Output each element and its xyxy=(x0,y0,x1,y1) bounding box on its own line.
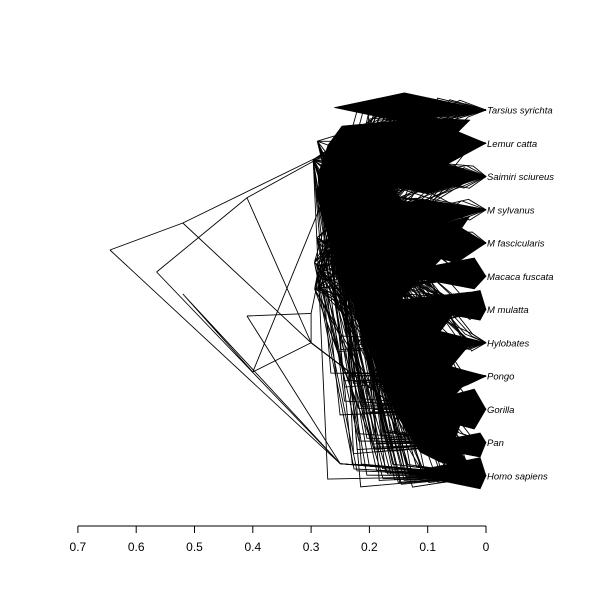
taxon-label: Lemur catta xyxy=(487,139,537,150)
taxon-label: M sylvanus xyxy=(487,205,535,216)
x-axis-tick-label: 0 xyxy=(483,540,490,554)
taxon-label: Macaca fuscata xyxy=(487,272,554,283)
x-axis-tick-label: 0.2 xyxy=(361,540,378,554)
x-axis: 0.7 0.6 0.5 0.4 0.3 0.2 0.1 0 xyxy=(70,525,490,554)
taxon-labels: Tarsius syrichta Lemur catta Saimiri sciur… xyxy=(487,106,554,483)
taxon-label: Pan xyxy=(487,438,504,449)
x-axis-tick-label: 0.5 xyxy=(186,540,203,554)
tree-edges xyxy=(312,97,487,488)
taxon-label: M fascicularis xyxy=(487,239,545,250)
outlier-tree-edge xyxy=(246,109,487,477)
outlier-tree-edges xyxy=(109,109,487,477)
tree-edge xyxy=(317,103,487,477)
taxon-label: M mulatta xyxy=(487,305,529,316)
tree-edge xyxy=(316,109,487,477)
x-axis-tick-label: 0.6 xyxy=(128,540,145,554)
taxon-label: Hylobates xyxy=(487,338,529,349)
taxon-label: Gorilla xyxy=(487,405,514,416)
x-axis-tick-label: 0.4 xyxy=(244,540,261,554)
taxon-label: Tarsius syrichta xyxy=(487,106,553,117)
tree-edge xyxy=(323,98,487,477)
x-axis-tick-label: 0.3 xyxy=(303,540,320,554)
taxon-label: Pongo xyxy=(487,372,514,383)
x-axis-tick-label: 0.1 xyxy=(419,540,436,554)
taxon-label: Homo sapiens xyxy=(487,471,548,482)
x-axis-tick-label: 0.7 xyxy=(70,540,87,554)
taxon-label: Saimiri sciureus xyxy=(487,172,554,183)
tree-edge xyxy=(361,109,487,481)
tree-edge xyxy=(316,109,487,477)
